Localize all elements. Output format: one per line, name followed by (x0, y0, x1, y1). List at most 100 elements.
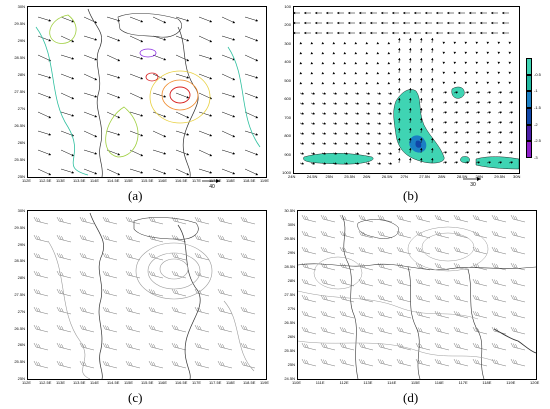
wind-barb-feather (61, 361, 64, 367)
wind-barb-feather (171, 216, 175, 222)
wind-barb-feather (436, 295, 440, 300)
wind-barb-feather (125, 270, 129, 276)
wind-barb (493, 282, 507, 287)
wind-barb-feather (382, 247, 385, 253)
wind-barb-feather (398, 247, 402, 252)
wind-arrow (106, 168, 121, 176)
wind-barb-feather (515, 263, 518, 269)
wind-barb (360, 346, 374, 351)
wind-arrow (244, 16, 259, 22)
wind-arrow-head (71, 114, 74, 117)
wind-barb-feather (173, 307, 177, 312)
wind-barb-feather (240, 324, 244, 330)
section-vector-head (403, 11, 406, 15)
wind-barb-feather (84, 217, 87, 223)
wind-barb-feather (79, 216, 83, 222)
wind-barb-feather (420, 215, 423, 221)
wind-barb-feather (339, 246, 343, 252)
wind-barb-feather (396, 342, 400, 348)
section-vector-head (409, 128, 412, 131)
section-vector-head (398, 88, 401, 91)
wind-barb (341, 314, 355, 319)
section-vector-head (334, 112, 337, 115)
section-vector-head (425, 21, 428, 25)
wind-barb (322, 250, 336, 255)
section-vector-head (508, 41, 511, 45)
wind-barb-feather (453, 326, 457, 332)
section-vector-head (453, 41, 456, 45)
wind-barb-feather (33, 324, 37, 330)
section-vector-head (343, 71, 346, 75)
wind-barb-feather (491, 294, 495, 300)
section-vector-head (299, 61, 302, 65)
wind-barb-feather (325, 263, 328, 269)
wind-barb-feather (219, 325, 223, 330)
wind-barb (173, 346, 187, 351)
y-tick-label: 28.5N (14, 55, 25, 60)
section-vector-head (345, 112, 348, 115)
wind-arrow-head (117, 76, 120, 79)
wind-barb-feather (306, 327, 309, 333)
wind-barb-feather (176, 235, 179, 241)
wind-barb-feather (496, 279, 499, 285)
wind-barb-feather (344, 343, 347, 349)
section-vector-head (499, 91, 502, 94)
wind-arrow-head (48, 172, 51, 176)
wind-arrow (37, 16, 52, 22)
wind-barb-feather (79, 234, 83, 240)
section-vector-head (354, 71, 357, 75)
section-vector-head (477, 121, 480, 124)
wind-barb-feather (35, 271, 39, 276)
wind-barb-feather (125, 324, 129, 330)
wind-arrow-head (232, 172, 235, 175)
section-vector-head (356, 102, 359, 105)
wind-barb-feather (474, 311, 478, 316)
wind-barb-feather (245, 235, 248, 241)
section-vector-head (420, 108, 423, 111)
wind-barb-feather (474, 215, 478, 220)
wind-arrow (60, 35, 75, 43)
wind-barb-feather (79, 324, 83, 330)
section-vector-head (387, 41, 390, 45)
wind-barb-feather (325, 327, 328, 333)
x-tick-label: 28.5N (456, 174, 468, 179)
section-vector-head (376, 61, 379, 65)
wind-barb (58, 364, 72, 369)
wind-barb (341, 362, 355, 367)
wind-barb-feather (439, 343, 442, 349)
section-vector-head (398, 138, 401, 141)
section-vector-head (376, 71, 379, 75)
colorbar-segment (526, 74, 532, 92)
x-tick-label: 113E (363, 380, 373, 385)
wind-arrow (244, 149, 259, 156)
section-vector-head (458, 21, 461, 25)
wind-barb-feather (301, 310, 305, 316)
section-vector-head (431, 158, 434, 161)
wind-barb-feather (33, 288, 37, 294)
wind-barb-feather (35, 361, 39, 366)
wind-barb (436, 346, 450, 351)
section-vector-head (312, 92, 315, 95)
wind-barb (474, 330, 488, 335)
section-vector-head (332, 51, 335, 55)
wind-barb-feather (176, 361, 179, 367)
wind-barb (398, 282, 412, 287)
section-vector-head (502, 31, 505, 35)
province-boundary-a (87, 8, 103, 177)
wind-barb-feather (477, 343, 480, 349)
wind-barb-feather (199, 307, 202, 313)
wind-barb-feather (477, 295, 480, 301)
wind-barb (379, 346, 393, 351)
wind-barb-feather (240, 234, 244, 240)
section-vector-head (466, 91, 469, 94)
wind-barb-feather (56, 234, 60, 240)
wind-barb (455, 346, 469, 351)
wind-barb-feather (194, 342, 198, 348)
wind-barb-feather (439, 231, 442, 237)
wind-barb (322, 298, 336, 303)
wind-barb-feather (301, 262, 305, 268)
wind-barb-feather (382, 327, 385, 333)
section-vector-head (420, 128, 423, 131)
wind-barb-feather (439, 279, 442, 285)
wind-barb-feather (339, 278, 343, 284)
